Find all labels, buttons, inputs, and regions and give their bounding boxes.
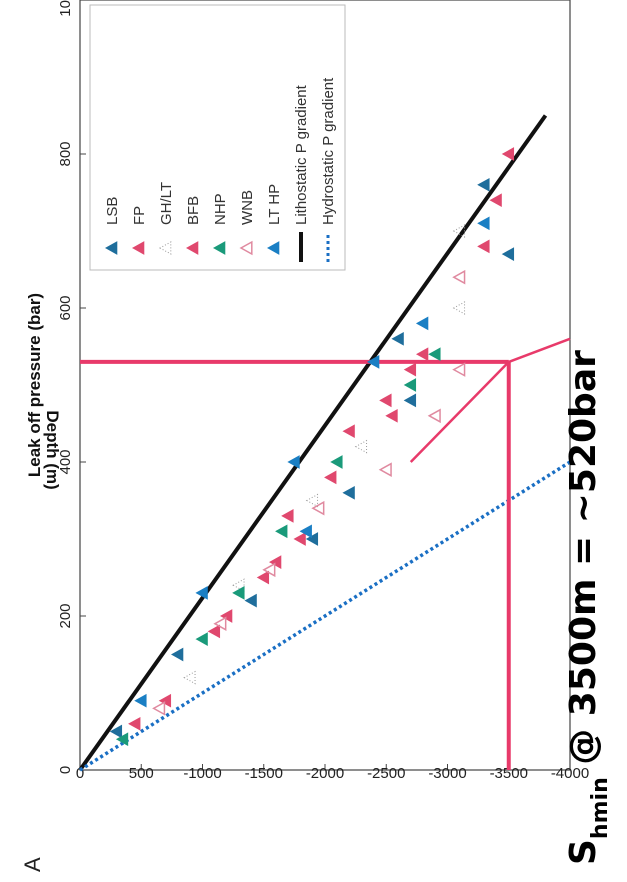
data-point — [477, 216, 490, 231]
x-tick-label: 400 — [57, 449, 74, 474]
y-tick-label: -4000 — [551, 765, 589, 782]
y-tick-label: -3000 — [428, 765, 466, 782]
y-tick-label: 0 — [76, 765, 84, 782]
y-tick-label: -1500 — [245, 765, 283, 782]
legend-label: FP — [131, 206, 148, 225]
data-point — [342, 485, 355, 500]
data-point — [134, 693, 147, 708]
legend-marker — [131, 241, 145, 255]
data-point — [324, 470, 337, 485]
data-point — [428, 347, 441, 362]
x-tick-label: 200 — [57, 603, 74, 628]
data-point — [213, 616, 227, 631]
legend-label: LT HP — [266, 184, 283, 225]
data-point — [115, 732, 129, 747]
data-point — [415, 316, 429, 331]
panel-label: A — [20, 857, 45, 872]
y-tick-label: -1000 — [183, 765, 221, 782]
data-point — [452, 301, 466, 315]
data-point — [152, 701, 166, 716]
legend-marker — [239, 240, 253, 256]
y-axis-title: Depth (m) — [43, 410, 62, 489]
data-point — [403, 378, 417, 392]
x-tick-label: 1000 — [57, 0, 74, 17]
data-point — [281, 509, 294, 523]
data-point — [195, 586, 208, 600]
legend-label: LSB — [104, 197, 121, 225]
data-point — [293, 532, 306, 546]
data-point — [379, 393, 392, 408]
data-point — [366, 355, 380, 369]
data-point — [452, 362, 466, 377]
data-point — [232, 578, 245, 593]
annotation-text: Shmin @ 3500m = ~520bar — [563, 350, 613, 865]
legend-marker — [185, 241, 199, 255]
data-point — [256, 570, 270, 585]
legend-marker — [104, 241, 118, 255]
y-tick-label: 500 — [129, 765, 154, 782]
data-point — [305, 532, 319, 546]
data-point — [287, 455, 300, 469]
x-axis-title: Leak off pressure (bar) — [25, 293, 44, 477]
data-point — [195, 632, 208, 646]
legend-label: BFB — [185, 196, 202, 225]
data-point — [403, 393, 417, 408]
x-tick-label: 800 — [57, 141, 74, 166]
data-point — [403, 362, 417, 377]
data-point — [477, 239, 490, 254]
x-tick-label: 0 — [57, 766, 74, 774]
data-point — [244, 593, 257, 608]
data-point — [391, 331, 404, 346]
data-point — [109, 724, 123, 739]
data-point — [275, 524, 288, 539]
legend-marker — [212, 241, 226, 255]
y-tick-label: -2500 — [367, 765, 405, 782]
y-tick-label: -3500 — [490, 765, 528, 782]
data-point — [385, 408, 398, 423]
data-point — [128, 716, 141, 731]
data-point — [378, 462, 392, 477]
annotation-line — [409, 361, 510, 463]
data-point — [311, 500, 325, 516]
data-point — [207, 624, 221, 639]
annotation-line — [508, 337, 571, 364]
y-tick-label: -2000 — [306, 765, 344, 782]
legend-label: GH/LT — [158, 182, 175, 225]
data-point — [489, 193, 502, 208]
data-point — [170, 647, 184, 662]
legend-label: Lithostatic P gradient — [293, 84, 310, 225]
legend-box — [89, 4, 346, 271]
data-point — [262, 562, 276, 578]
data-point — [477, 177, 490, 192]
data-point — [415, 347, 429, 362]
legend-label: Hydrostatic P gradient — [320, 77, 337, 225]
legend-marker — [266, 241, 280, 255]
data-point — [501, 247, 515, 261]
legend-label: NHP — [212, 193, 229, 225]
data-point — [342, 424, 355, 439]
legend-marker — [158, 241, 172, 255]
data-point — [183, 670, 196, 685]
data-point — [452, 224, 466, 238]
x-tick-label: 600 — [57, 295, 74, 320]
lithostatic-line — [78, 114, 548, 772]
data-point — [330, 455, 343, 469]
data-point — [452, 269, 466, 285]
data-point — [305, 493, 319, 508]
legend-label: WNB — [239, 190, 256, 225]
hydrostatic-line — [79, 460, 571, 772]
data-point — [501, 147, 515, 161]
data-point — [299, 524, 312, 539]
data-point — [232, 586, 245, 600]
data-point — [427, 408, 441, 424]
data-point — [354, 439, 368, 454]
